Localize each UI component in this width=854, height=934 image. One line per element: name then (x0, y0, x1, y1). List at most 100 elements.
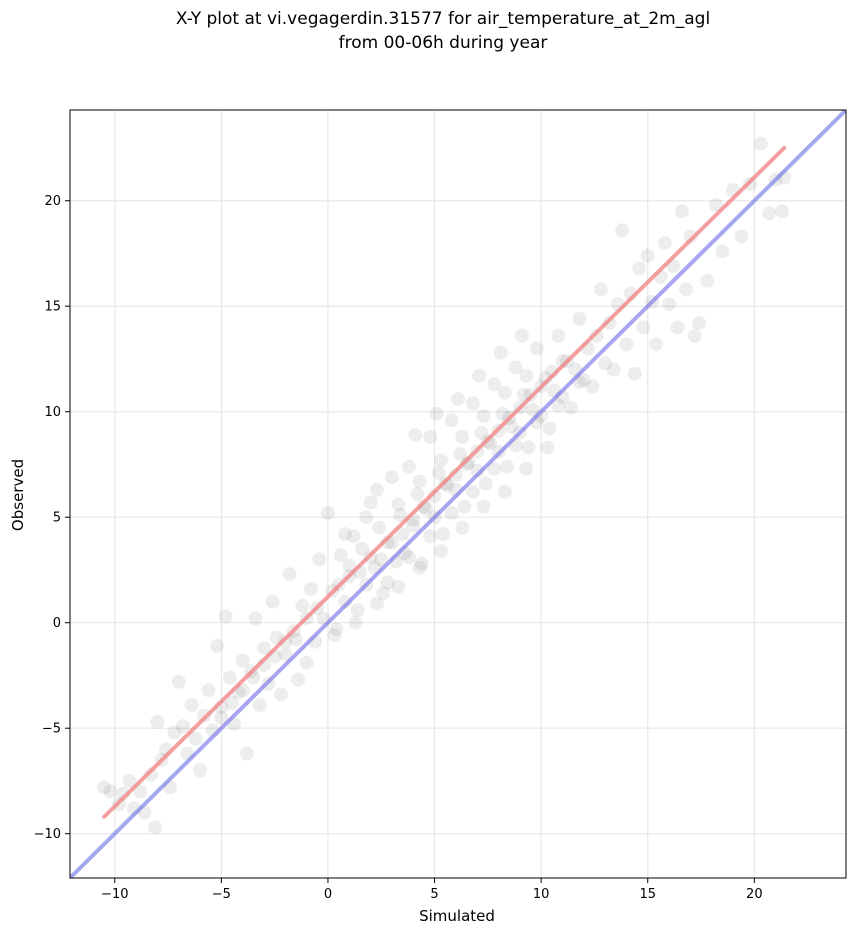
scatter-point (133, 784, 148, 799)
scatter-point (632, 261, 647, 276)
scatter-point (497, 385, 512, 400)
scatter-point (175, 719, 190, 734)
scatter-point (376, 586, 391, 601)
y-axis-ticks: −10 −5 0 5 10 15 20 (34, 194, 70, 842)
regression-line (102, 145, 787, 819)
scatter-point (508, 360, 523, 375)
scatter-point (184, 697, 199, 712)
x-tick-label: 0 (324, 887, 332, 902)
scatter-point (715, 244, 730, 259)
scatter-point (429, 406, 444, 421)
scatter-point (295, 598, 310, 613)
scatter-point (455, 430, 470, 445)
x-tick-label: −10 (101, 887, 128, 902)
scatter-point (391, 497, 406, 512)
scatter-point (679, 282, 694, 297)
scatter-point (459, 457, 474, 472)
scatter-point (455, 520, 470, 535)
scatter-point (350, 603, 365, 618)
chart-title-line-2: from 00-06h during year (339, 33, 548, 53)
scatter-point (380, 575, 395, 590)
scatter-point (444, 505, 459, 520)
x-tick-label: 20 (746, 887, 763, 902)
scatter-point (500, 459, 515, 474)
scatter-point (410, 487, 425, 501)
scatter-point (576, 373, 591, 388)
scatter-point (474, 425, 489, 440)
scatter-point (369, 596, 384, 611)
scatter-point (235, 653, 250, 668)
scatter-point (476, 408, 491, 423)
x-tick-label: 15 (639, 887, 656, 902)
scatter-point (540, 440, 555, 455)
scatter-point (598, 356, 613, 371)
scatter-point (346, 529, 361, 544)
scatter-point (406, 518, 421, 533)
scatter-point (691, 316, 706, 331)
scatter-point (401, 459, 416, 474)
x-tick-label: −5 (212, 887, 231, 902)
scatter-point (572, 311, 587, 326)
scatter-point (103, 784, 118, 799)
scatter-point (374, 552, 389, 567)
scatter-point (476, 499, 491, 514)
chart-title-line-1: X-Y plot at vi.vegagerdin.31577 for air_… (176, 9, 710, 29)
scatter-point (461, 455, 476, 470)
scatter-point (670, 320, 685, 335)
scatter-point (359, 510, 374, 525)
scatter-point (333, 548, 348, 563)
scatter-point (775, 204, 790, 219)
x-tick-label: 10 (533, 887, 550, 902)
scatter-point (372, 520, 387, 535)
scatter-point (451, 392, 465, 407)
scatter-point (753, 136, 768, 151)
scatter-point (495, 406, 510, 421)
scatter-point (708, 197, 723, 212)
scatter-point (433, 543, 448, 558)
scatter-point (222, 670, 237, 685)
scatter-point (436, 527, 451, 542)
scatter-point (472, 368, 487, 383)
scatter-point (649, 337, 664, 352)
scatter-point (615, 223, 630, 238)
scatter-point (148, 820, 163, 835)
scatter-point (542, 421, 557, 436)
scatter-point (252, 697, 267, 712)
scatter-point (497, 484, 512, 499)
scatter-point (395, 527, 410, 542)
scatter-point (606, 362, 621, 377)
scatter-point (401, 550, 416, 565)
y-tick-label: 0 (53, 616, 61, 631)
scatter-point (563, 400, 578, 415)
y-tick-label: 20 (44, 194, 61, 209)
scatter-point (487, 461, 502, 476)
scatter-point (627, 366, 642, 381)
scatter-point (274, 687, 289, 702)
scatter-point (412, 474, 427, 489)
scatter-point (363, 495, 378, 510)
scatter-point (551, 328, 566, 343)
scatter-point (225, 695, 240, 710)
scatter-point (465, 484, 480, 499)
scatter-point (248, 611, 263, 626)
scatter-point (423, 529, 438, 544)
scatter-point (393, 508, 408, 523)
scatter-point (342, 558, 357, 573)
scatter-point (734, 229, 749, 244)
scatter-point (674, 204, 689, 219)
scatter-point (444, 413, 459, 428)
fit-lines (70, 110, 846, 878)
scatter-point (348, 615, 363, 630)
scatter-point (327, 628, 342, 643)
scatter-point (487, 377, 502, 392)
scatter-point (201, 683, 216, 698)
scatter-point (150, 714, 165, 729)
scatter-point (312, 552, 327, 567)
scatter-point (355, 541, 370, 556)
scatter-point (525, 402, 540, 417)
scatter-point (278, 647, 293, 662)
scatter-point (431, 465, 446, 480)
scatter-point (122, 773, 137, 788)
y-tick-label: −5 (42, 722, 61, 737)
